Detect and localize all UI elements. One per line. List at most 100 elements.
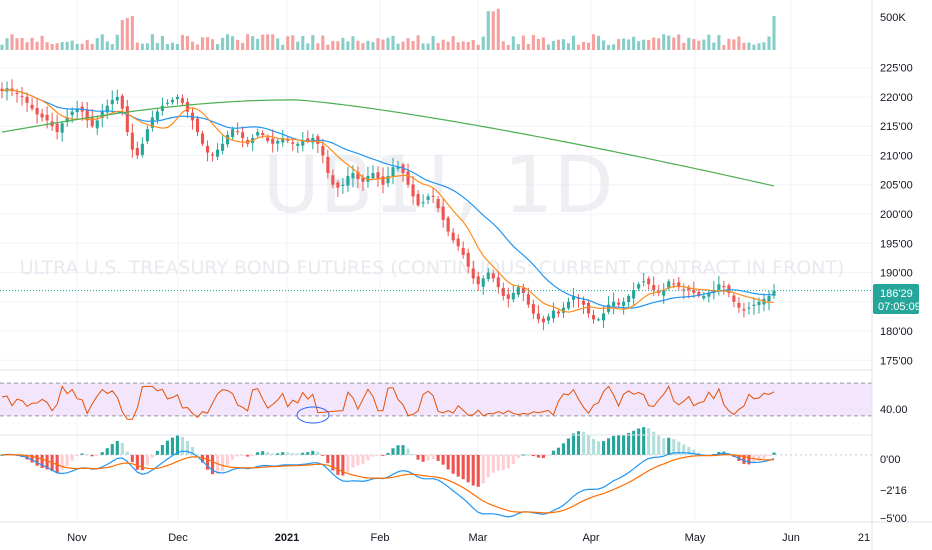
- macd-histogram-bar: [441, 454, 445, 465]
- candle-body: [702, 295, 706, 299]
- volume-bar: [80, 43, 84, 50]
- candle-body: [175, 96, 180, 100]
- macd-histogram-bar: [266, 452, 270, 455]
- candle-body: [506, 294, 510, 299]
- volume-bar: [642, 39, 646, 50]
- macd-histogram-bar: [546, 454, 550, 456]
- candle-body: [556, 311, 560, 314]
- macd-histogram-bar: [586, 435, 591, 455]
- macd-histogram-bar: [511, 454, 515, 465]
- candle-body: [185, 101, 190, 112]
- volume-bar: [712, 42, 716, 50]
- macd-histogram-bar: [276, 453, 280, 455]
- price-pane[interactable]: [0, 79, 872, 331]
- volume-bar: [571, 35, 576, 50]
- macd-histogram-bar: [571, 433, 576, 455]
- macd-histogram-bar: [566, 438, 571, 455]
- volume-bar: [612, 44, 616, 50]
- candle-body: [767, 295, 771, 302]
- macd-histogram-bar: [145, 454, 149, 466]
- macd-histogram-bar: [381, 454, 385, 456]
- candle-body: [551, 310, 555, 319]
- macd-histogram-bar: [170, 437, 174, 455]
- sma-fast-line: [1, 88, 775, 313]
- candle-body: [180, 98, 185, 103]
- volume-bar: [722, 44, 726, 50]
- volume-bar: [291, 35, 295, 50]
- macd-histogram-bar: [341, 454, 345, 476]
- rsi-pane[interactable]: [0, 382, 872, 424]
- price-tick-label: 195'00: [880, 238, 913, 250]
- date-tick-mar: Mar: [469, 532, 488, 544]
- candle-body: [632, 290, 636, 299]
- watermark-description: ULTRA U.S. TREASURY BOND FUTURES (CONTIN…: [20, 257, 845, 279]
- macd-histogram-bar: [436, 454, 440, 461]
- volume-bar: [75, 43, 79, 50]
- volume-bar: [281, 44, 285, 50]
- volume-bar: [371, 42, 375, 50]
- macd-histogram-bar: [55, 454, 59, 473]
- time-axis[interactable]: Nov Dec 2021 Feb Mar Apr May Jun 21: [67, 532, 870, 544]
- macd-histogram-bar: [135, 454, 139, 470]
- macd-histogram-bar: [612, 435, 616, 455]
- macd-histogram-bar: [195, 454, 200, 456]
- volume-bar: [331, 40, 335, 50]
- macd-histogram-bar: [687, 446, 691, 455]
- volume-bar: [145, 43, 149, 50]
- macd-histogram-bar: [115, 441, 119, 455]
- volume-bar: [667, 35, 671, 50]
- macd-histogram-bar: [30, 454, 34, 463]
- volume-bar: [175, 44, 180, 50]
- candle-body: [150, 117, 154, 128]
- volume-bar: [531, 35, 535, 50]
- volume-bar: [105, 41, 109, 50]
- candle-body: [386, 175, 390, 184]
- macd-histogram-bar: [396, 445, 400, 455]
- candle-body: [371, 173, 375, 179]
- volume-bar: [140, 43, 144, 50]
- volume-bar: [120, 20, 124, 50]
- macd-histogram-bar: [386, 452, 390, 455]
- candle-body: [496, 277, 500, 288]
- macd-histogram-bar: [236, 454, 240, 457]
- date-tick-jun: Jun: [782, 532, 800, 544]
- volume-bar: [110, 44, 114, 50]
- candle-body: [396, 167, 400, 169]
- price-axis[interactable]: 225'00 220'00 215'00 210'00 205'00 200'00 195'…: [880, 63, 913, 368]
- candle-body: [236, 131, 240, 133]
- volume-bar: [747, 42, 751, 50]
- volume-bar: [446, 41, 450, 50]
- date-tick-dec: Dec: [168, 532, 188, 544]
- macd-histogram-bar: [175, 435, 180, 455]
- macd-histogram-bar: [366, 454, 370, 461]
- volume-bar: [336, 41, 340, 50]
- volume-bar: [276, 38, 280, 50]
- volume-bar: [366, 40, 370, 50]
- candle-body: [501, 288, 505, 296]
- volume-bar: [737, 36, 741, 50]
- macd-histogram-bar: [155, 450, 159, 455]
- macd-histogram-bar: [160, 444, 164, 455]
- macd-histogram-bar: [697, 452, 701, 455]
- macd-histogram-bar: [647, 428, 651, 455]
- candle-body: [426, 196, 430, 200]
- volume-bar: [717, 35, 721, 50]
- candle-body: [231, 129, 235, 138]
- volume-bar: [526, 44, 530, 50]
- date-tick-apr: Apr: [582, 532, 599, 544]
- volume-bar: [602, 40, 606, 50]
- volume-bar: [180, 34, 185, 50]
- macd-histogram-bar: [541, 454, 545, 459]
- volume-bar: [511, 36, 515, 50]
- candle-body: [205, 145, 210, 153]
- volume-bar: [100, 34, 104, 50]
- macd-pane[interactable]: [0, 427, 872, 518]
- candle-body: [642, 281, 646, 283]
- last-price-label: 186'29: [880, 288, 913, 300]
- volume-bar: [732, 39, 736, 50]
- macd-histogram-bar: [426, 454, 430, 461]
- candle-body: [586, 303, 591, 314]
- volume-bar: [271, 34, 275, 50]
- volume-bar: [160, 35, 164, 50]
